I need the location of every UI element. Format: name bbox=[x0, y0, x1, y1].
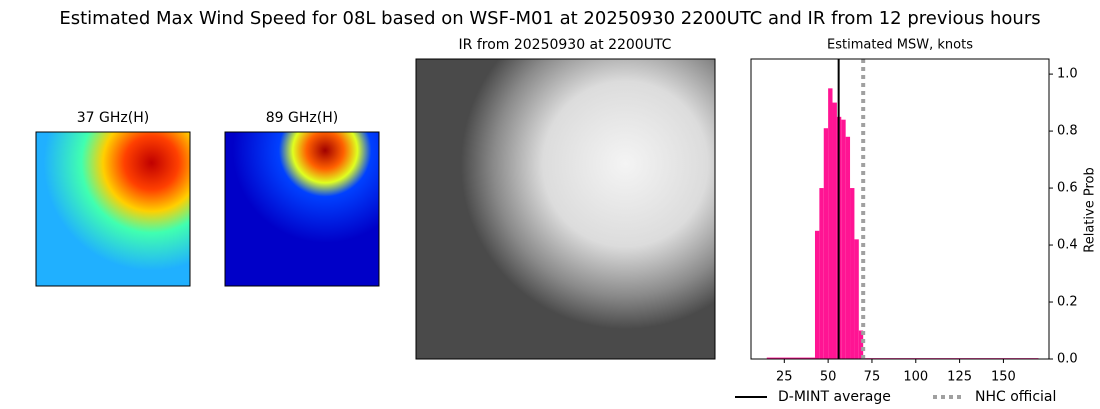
x-tick-label: 150 bbox=[991, 370, 1016, 385]
bar bbox=[845, 136, 851, 359]
bar bbox=[814, 230, 820, 359]
bar bbox=[819, 188, 824, 359]
figure-title: Estimated Max Wind Speed for 08L based o… bbox=[59, 8, 1040, 29]
x-tick-label: 50 bbox=[820, 370, 837, 385]
chart-title: Estimated MSW, knots bbox=[827, 38, 973, 53]
microwave-image bbox=[35, 131, 191, 287]
bar bbox=[832, 102, 837, 359]
x-tick-label: 75 bbox=[864, 370, 881, 385]
legend-label: D-MINT average bbox=[778, 389, 891, 405]
y-tick-label: 1.0 bbox=[1057, 67, 1078, 82]
x-tick-label: 25 bbox=[776, 370, 793, 385]
y-tick-label: 0.6 bbox=[1057, 181, 1078, 196]
bar bbox=[850, 188, 855, 359]
panel-title: IR from 20250930 at 2200UTC bbox=[459, 37, 672, 53]
bar bbox=[823, 128, 829, 359]
panel-title: 37 GHz(H) bbox=[77, 110, 149, 126]
y-axis-label: Relative Prob bbox=[1083, 167, 1098, 252]
y-tick-label: 0.4 bbox=[1057, 238, 1078, 253]
bar bbox=[841, 119, 846, 359]
microwave-image bbox=[224, 131, 380, 287]
y-tick-label: 0.8 bbox=[1057, 124, 1078, 139]
x-tick-label: 100 bbox=[903, 370, 928, 385]
y-tick-label: 0.2 bbox=[1057, 295, 1078, 310]
bar bbox=[858, 330, 864, 359]
bar bbox=[854, 239, 859, 359]
bar bbox=[828, 88, 833, 359]
histogram-plot: 25 50 75 100 125 150 0.0 0.2 0.4 0.6 0.8 1.0 bbox=[766, 59, 1078, 385]
legend-label: NHC official bbox=[975, 389, 1056, 405]
panel-title: 89 GHz(H) bbox=[266, 110, 338, 126]
y-tick-label: 0.0 bbox=[1057, 352, 1078, 367]
ir-image bbox=[415, 58, 716, 360]
axes-frame bbox=[750, 58, 1050, 360]
x-tick-label: 125 bbox=[947, 370, 972, 385]
bar bbox=[766, 357, 815, 359]
